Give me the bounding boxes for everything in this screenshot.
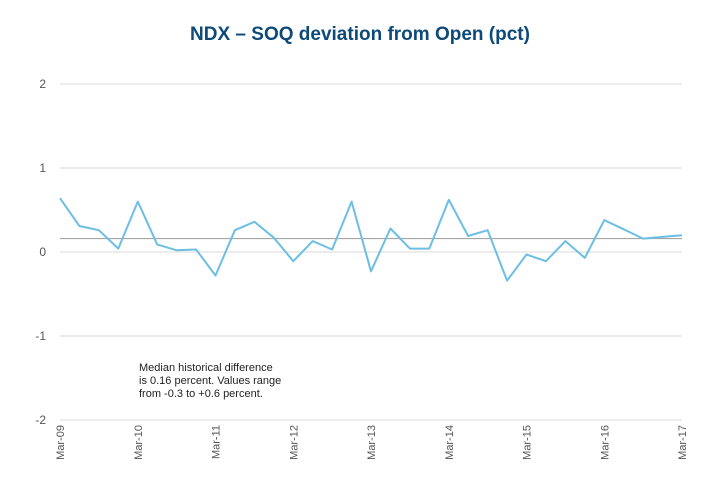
data-point [564, 240, 567, 243]
data-point [544, 260, 547, 263]
y-tick-label: -2 [35, 413, 46, 427]
data-point [408, 247, 411, 250]
data-point [506, 279, 509, 282]
data-point [331, 248, 334, 251]
data-point [642, 237, 645, 240]
x-tick-label: Mar-13 [366, 425, 378, 460]
x-tick-label: Mar-11 [211, 425, 223, 459]
x-tick-label: Mar-15 [522, 425, 534, 460]
data-point [253, 220, 256, 223]
annotation-line: from -0.3 to +0.6 percent. [139, 388, 263, 400]
x-tick-label: Mar-12 [288, 425, 300, 460]
chart-annotation: Median historical difference is 0.16 per… [139, 362, 319, 401]
data-point [136, 200, 139, 203]
data-point [97, 229, 100, 232]
annotation-line: is 0.16 percent. Values range [139, 375, 282, 387]
data-point [622, 228, 625, 231]
y-tick-label: 2 [39, 77, 46, 91]
y-tick-label: -1 [35, 329, 46, 343]
x-tick-label: Mar-09 [55, 425, 67, 460]
x-tick-label: Mar-17 [677, 425, 689, 460]
y-tick-label: 1 [39, 161, 46, 175]
x-tick-label: Mar-14 [444, 425, 456, 460]
data-point [661, 235, 664, 238]
data-point [525, 253, 528, 256]
data-point [195, 248, 198, 251]
data-point [350, 200, 353, 203]
data-point [370, 270, 373, 273]
series-line [59, 197, 683, 282]
data-point [311, 240, 314, 243]
data-point [59, 197, 62, 200]
x-tick-label: Mar-16 [599, 425, 611, 460]
data-point [486, 229, 489, 232]
data-point [214, 274, 217, 277]
data-point [583, 256, 586, 259]
data-point [467, 235, 470, 238]
data-point [78, 224, 81, 227]
data-point [389, 227, 392, 230]
x-tick-label: Mar-10 [133, 425, 145, 460]
data-point [681, 234, 684, 237]
data-point [156, 243, 159, 246]
data-point [603, 219, 606, 222]
data-point [428, 247, 431, 250]
data-point [175, 249, 178, 252]
annotation-line: Median historical difference [139, 362, 273, 374]
data-point [233, 229, 236, 232]
data-point [272, 236, 275, 239]
data-point [447, 198, 450, 201]
chart-title: NDX – SOQ deviation from Open (pct) [190, 24, 530, 45]
y-tick-label: 0 [39, 245, 46, 259]
data-point [117, 247, 120, 250]
data-point [292, 260, 295, 263]
